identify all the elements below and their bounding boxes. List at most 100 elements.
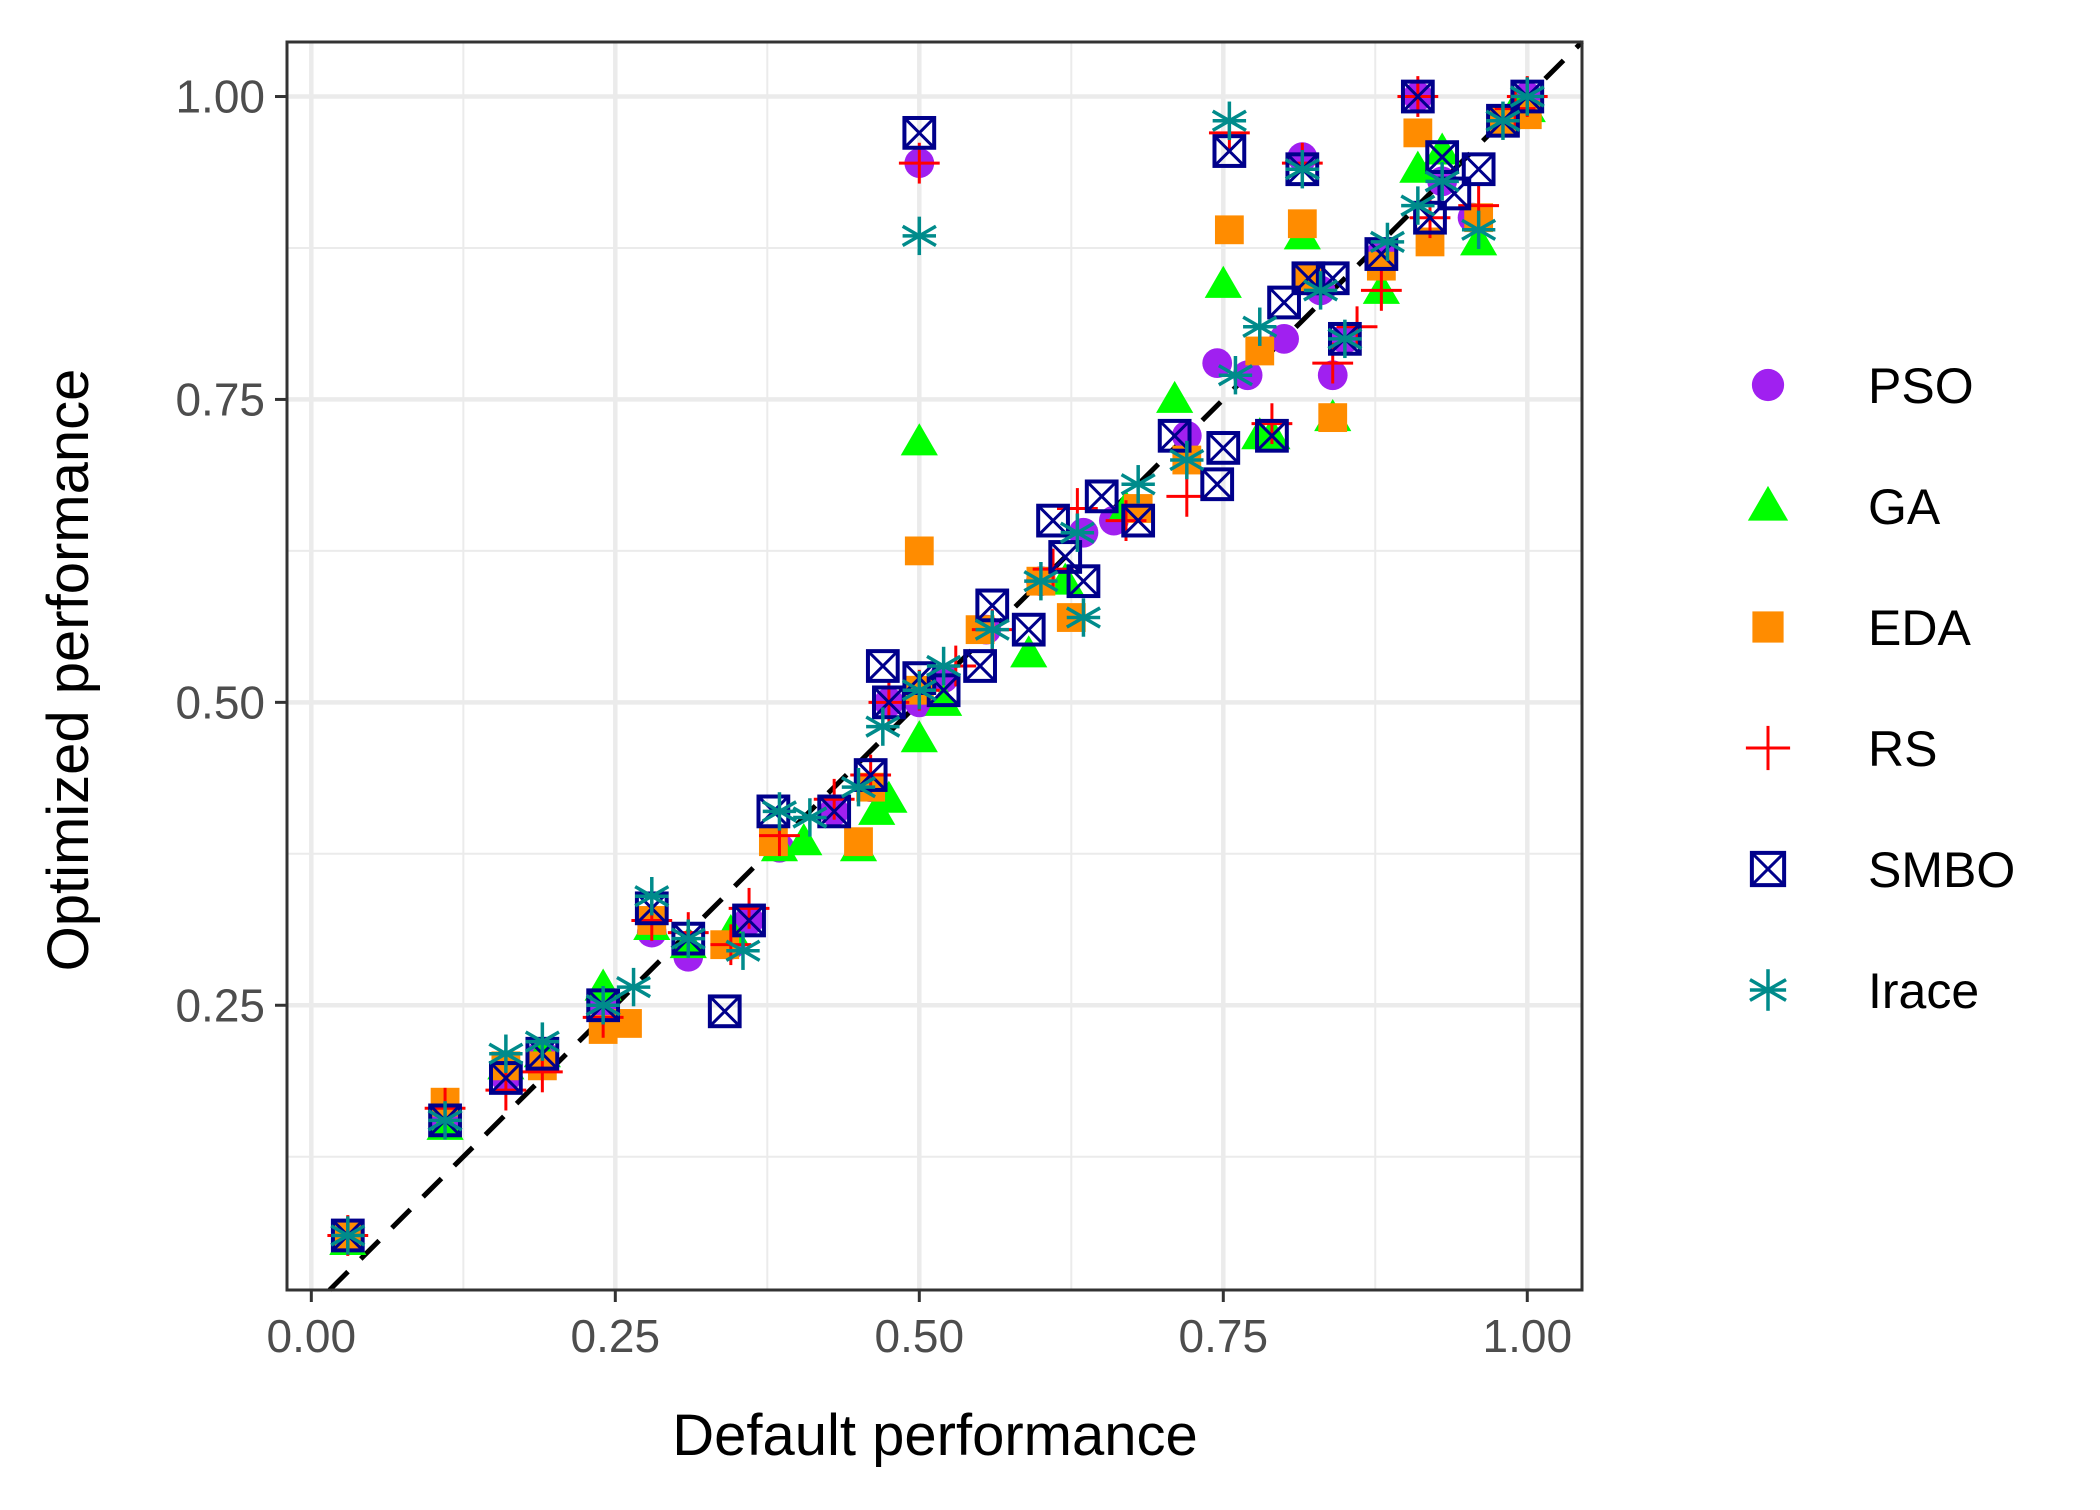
point-smbo-d2 bbox=[1012, 613, 1045, 646]
point-smbo-d2 bbox=[1037, 504, 1069, 537]
point-smbo-box bbox=[1011, 612, 1046, 647]
legend-key-rs bbox=[1745, 725, 1791, 771]
legend-item-ga: GA bbox=[1747, 479, 1941, 535]
panel-border bbox=[285, 40, 1584, 1292]
point-smbo-d2 bbox=[976, 589, 1009, 622]
point-smbo bbox=[1255, 418, 1289, 453]
point-smbo-box bbox=[1157, 418, 1192, 453]
point-smbo-box bbox=[872, 685, 906, 720]
legend-label: PSO bbox=[1868, 358, 1974, 414]
point-ga-shape bbox=[584, 968, 622, 1001]
data-points bbox=[327, 76, 1548, 1256]
point-irace bbox=[585, 986, 621, 1025]
panel-frame bbox=[285, 40, 1584, 1292]
point-ga bbox=[1046, 562, 1084, 595]
legend-label: RS bbox=[1868, 721, 1937, 777]
point-irace bbox=[725, 931, 761, 970]
point-smbo-d2 bbox=[1067, 565, 1100, 598]
point-irace bbox=[670, 919, 706, 958]
legend-key-pso-shape bbox=[1751, 368, 1785, 402]
point-eda bbox=[1287, 209, 1317, 239]
point-smbo bbox=[1200, 467, 1235, 502]
point-irace bbox=[634, 877, 670, 916]
point-smbo-d2 bbox=[1426, 141, 1459, 174]
point-irace bbox=[1242, 307, 1278, 346]
point-irace bbox=[1169, 440, 1205, 480]
series-irace bbox=[330, 77, 1545, 1255]
y-tick-label: 0.50 bbox=[175, 676, 265, 728]
point-irace bbox=[865, 707, 901, 746]
point-irace bbox=[901, 671, 937, 710]
point-irace bbox=[1327, 319, 1363, 359]
legend-key-irace bbox=[1749, 969, 1787, 1011]
point-pso bbox=[1269, 323, 1299, 354]
point-irace bbox=[330, 1216, 366, 1255]
point-ga-shape bbox=[1156, 380, 1194, 413]
point-irace bbox=[524, 1022, 560, 1061]
legend-key-eda bbox=[1752, 611, 1784, 643]
y-tick-label: 1.00 bbox=[175, 71, 265, 123]
point-rs bbox=[1360, 269, 1402, 311]
point-smbo bbox=[1461, 152, 1496, 187]
point-irace bbox=[1059, 513, 1095, 552]
point-smbo bbox=[865, 649, 900, 683]
point-pso-shape bbox=[1269, 323, 1299, 354]
legend-label: Irace bbox=[1868, 963, 1979, 1019]
point-smbo-box bbox=[1461, 152, 1496, 187]
point-smbo-box bbox=[1084, 479, 1119, 514]
point-irace bbox=[761, 792, 797, 831]
point-smbo bbox=[963, 649, 997, 683]
legend: PSO GA EDA RS SMBO Irace bbox=[1745, 358, 2015, 1019]
point-smbo-d2 bbox=[489, 1062, 522, 1094]
point-irace bbox=[427, 1101, 463, 1140]
point-smbo-box bbox=[865, 649, 900, 683]
point-smbo bbox=[1121, 503, 1156, 538]
point-smbo-box bbox=[902, 115, 937, 150]
point-smbo-box bbox=[1121, 503, 1156, 538]
point-eda bbox=[844, 827, 873, 857]
point-smbo-d2 bbox=[1213, 135, 1246, 167]
point-irace bbox=[1065, 598, 1101, 637]
point-ga bbox=[900, 423, 938, 456]
point-ga-shape bbox=[1204, 265, 1242, 298]
point-smbo-d2 bbox=[1085, 480, 1118, 513]
point-ga-shape bbox=[925, 683, 963, 716]
legend-item-eda: EDA bbox=[1752, 600, 1971, 656]
point-irace bbox=[792, 798, 828, 837]
point-ga-shape bbox=[870, 780, 908, 813]
point-irace bbox=[974, 610, 1010, 649]
point-smbo bbox=[1066, 564, 1101, 599]
y-axis-label: Optimized performance bbox=[36, 369, 101, 972]
x-tick-label: 0.50 bbox=[875, 1310, 965, 1362]
point-smbo-box bbox=[1315, 261, 1350, 296]
point-eda-shape bbox=[1287, 209, 1317, 239]
point-smbo bbox=[902, 115, 937, 150]
point-eda bbox=[904, 536, 934, 566]
point-ga bbox=[1010, 635, 1048, 668]
legend-label: EDA bbox=[1868, 600, 1971, 656]
point-smbo-box bbox=[1400, 79, 1435, 114]
point-smbo-d2 bbox=[1158, 419, 1191, 452]
point-eda-shape bbox=[1318, 403, 1348, 433]
point-smbo-d2 bbox=[1049, 541, 1082, 573]
point-irace bbox=[488, 1034, 524, 1073]
legend-item-smbo: SMBO bbox=[1749, 842, 2015, 898]
point-smbo bbox=[1084, 479, 1119, 514]
x-tick-label: 1.00 bbox=[1483, 1310, 1573, 1362]
point-irace bbox=[1023, 561, 1059, 601]
point-ga bbox=[870, 780, 908, 813]
point-smbo bbox=[1011, 612, 1046, 647]
legend-item-pso: PSO bbox=[1751, 358, 1974, 414]
point-irace bbox=[1217, 356, 1253, 395]
point-irace bbox=[840, 767, 877, 807]
point-smbo-box bbox=[1255, 418, 1289, 453]
point-irace bbox=[1369, 222, 1405, 262]
point-smbo-box bbox=[707, 994, 742, 1029]
point-smbo-d2 bbox=[1401, 80, 1434, 113]
point-smbo-d2 bbox=[1462, 153, 1495, 186]
point-smbo-d2 bbox=[1255, 419, 1288, 452]
point-eda bbox=[1318, 403, 1348, 433]
point-smbo-d2 bbox=[1201, 468, 1234, 501]
